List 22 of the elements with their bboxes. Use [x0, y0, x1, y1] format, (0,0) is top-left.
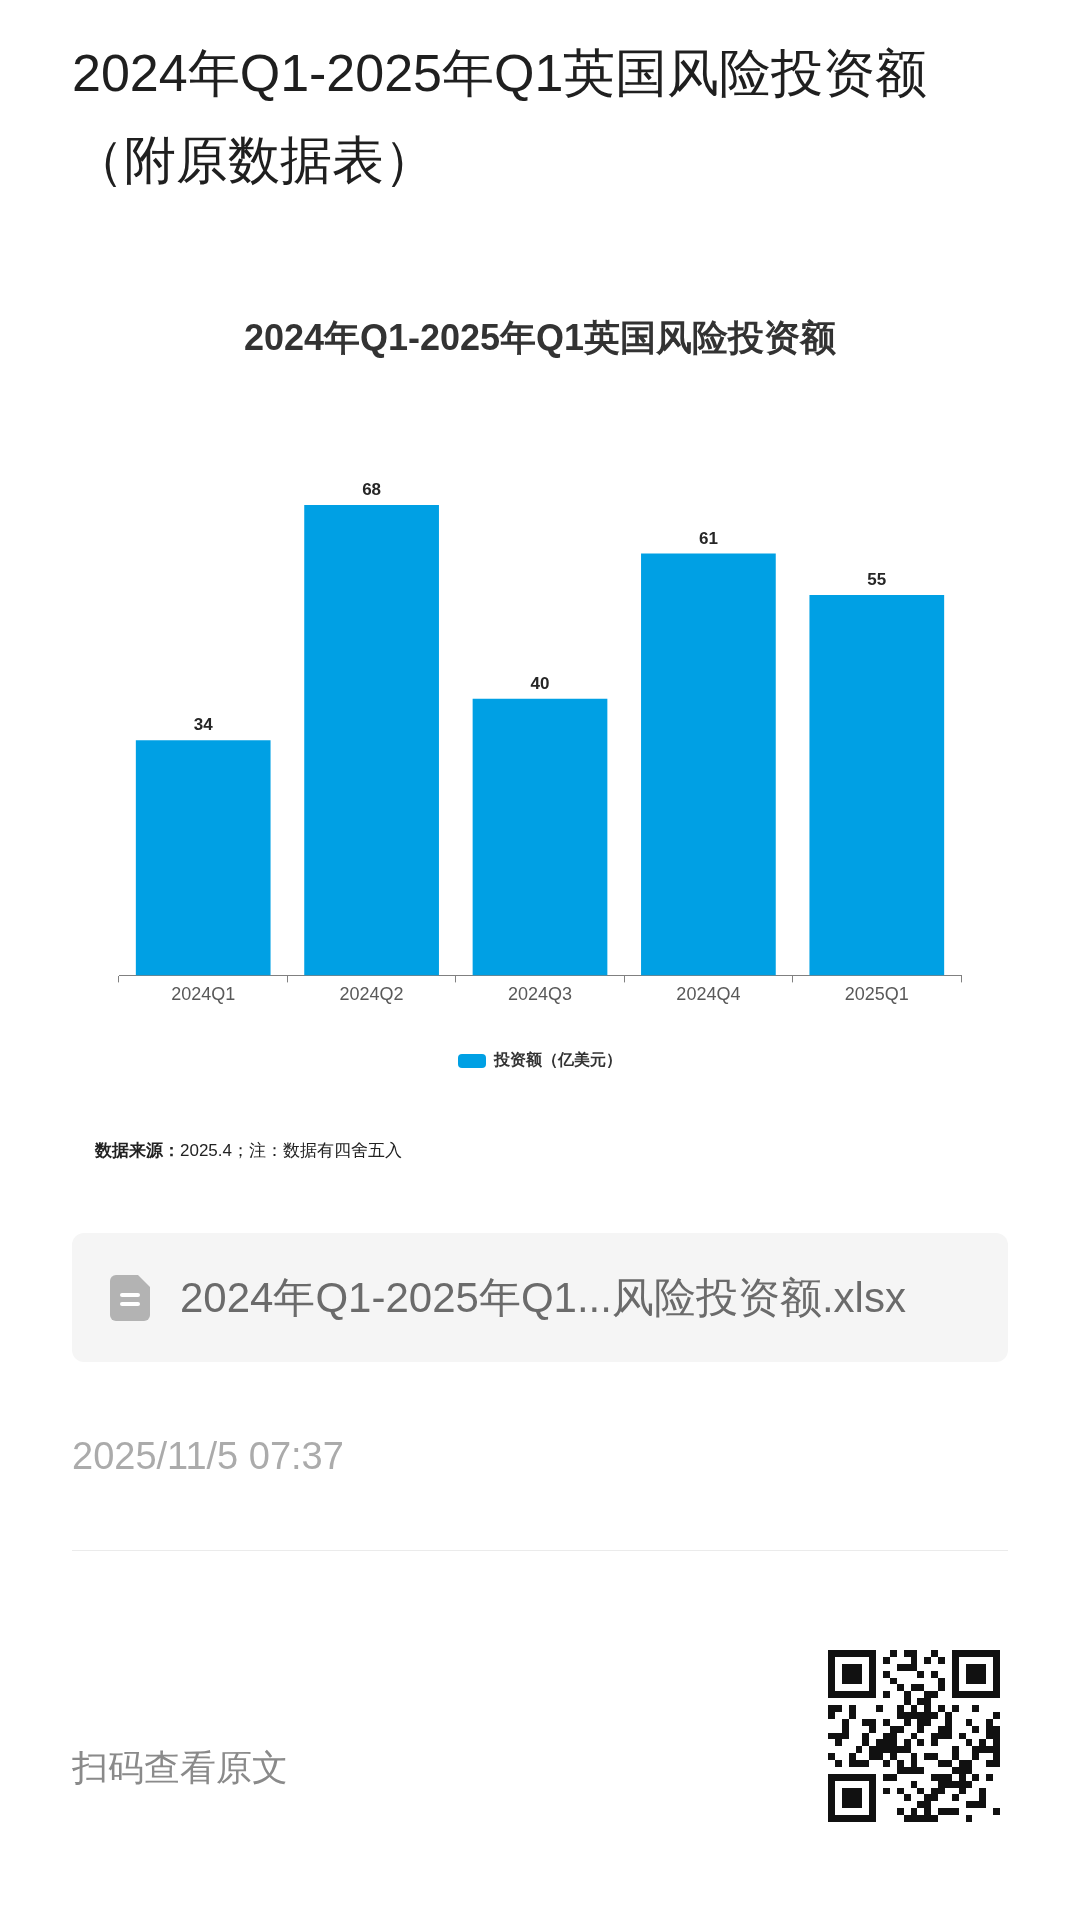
x-tick-label: 2024Q3 [507, 984, 573, 1005]
x-tick-label: 2025Q1 [844, 984, 909, 1005]
data-label: 55 [867, 570, 887, 590]
data-label: 40 [530, 673, 550, 693]
text: 扫码查看原文 [72, 1746, 288, 1790]
chart-subtitle: 2024年Q1-2025年Q1英国风险投资额 [243, 316, 837, 358]
x-tick-label: 2024Q4 [676, 984, 741, 1005]
bar [809, 594, 945, 976]
bar [304, 505, 439, 976]
data-label: 68 [362, 480, 382, 500]
bar [472, 698, 608, 976]
bar [641, 553, 776, 976]
legend-label: 投资额（亿美元） [493, 1050, 622, 1070]
x-tick-label: 2024Q2 [339, 984, 404, 1005]
data-label: 34 [193, 715, 214, 735]
source-note: 数据来源：2025.4；注：数据有四舍五入 [95, 1141, 402, 1160]
chart-title: 2024年Q1-2025年Q1英国风险投资额（附原数据表） [72, 43, 929, 191]
file-card: 2024年Q1-2025年Q1...风险投资额.xlsx [72, 1233, 1008, 1362]
bar [135, 740, 271, 976]
data-label: 61 [698, 528, 718, 548]
text: 2025/11/5 07:37 [72, 1434, 344, 1479]
x-tick-label: 2024Q1 [171, 984, 236, 1005]
